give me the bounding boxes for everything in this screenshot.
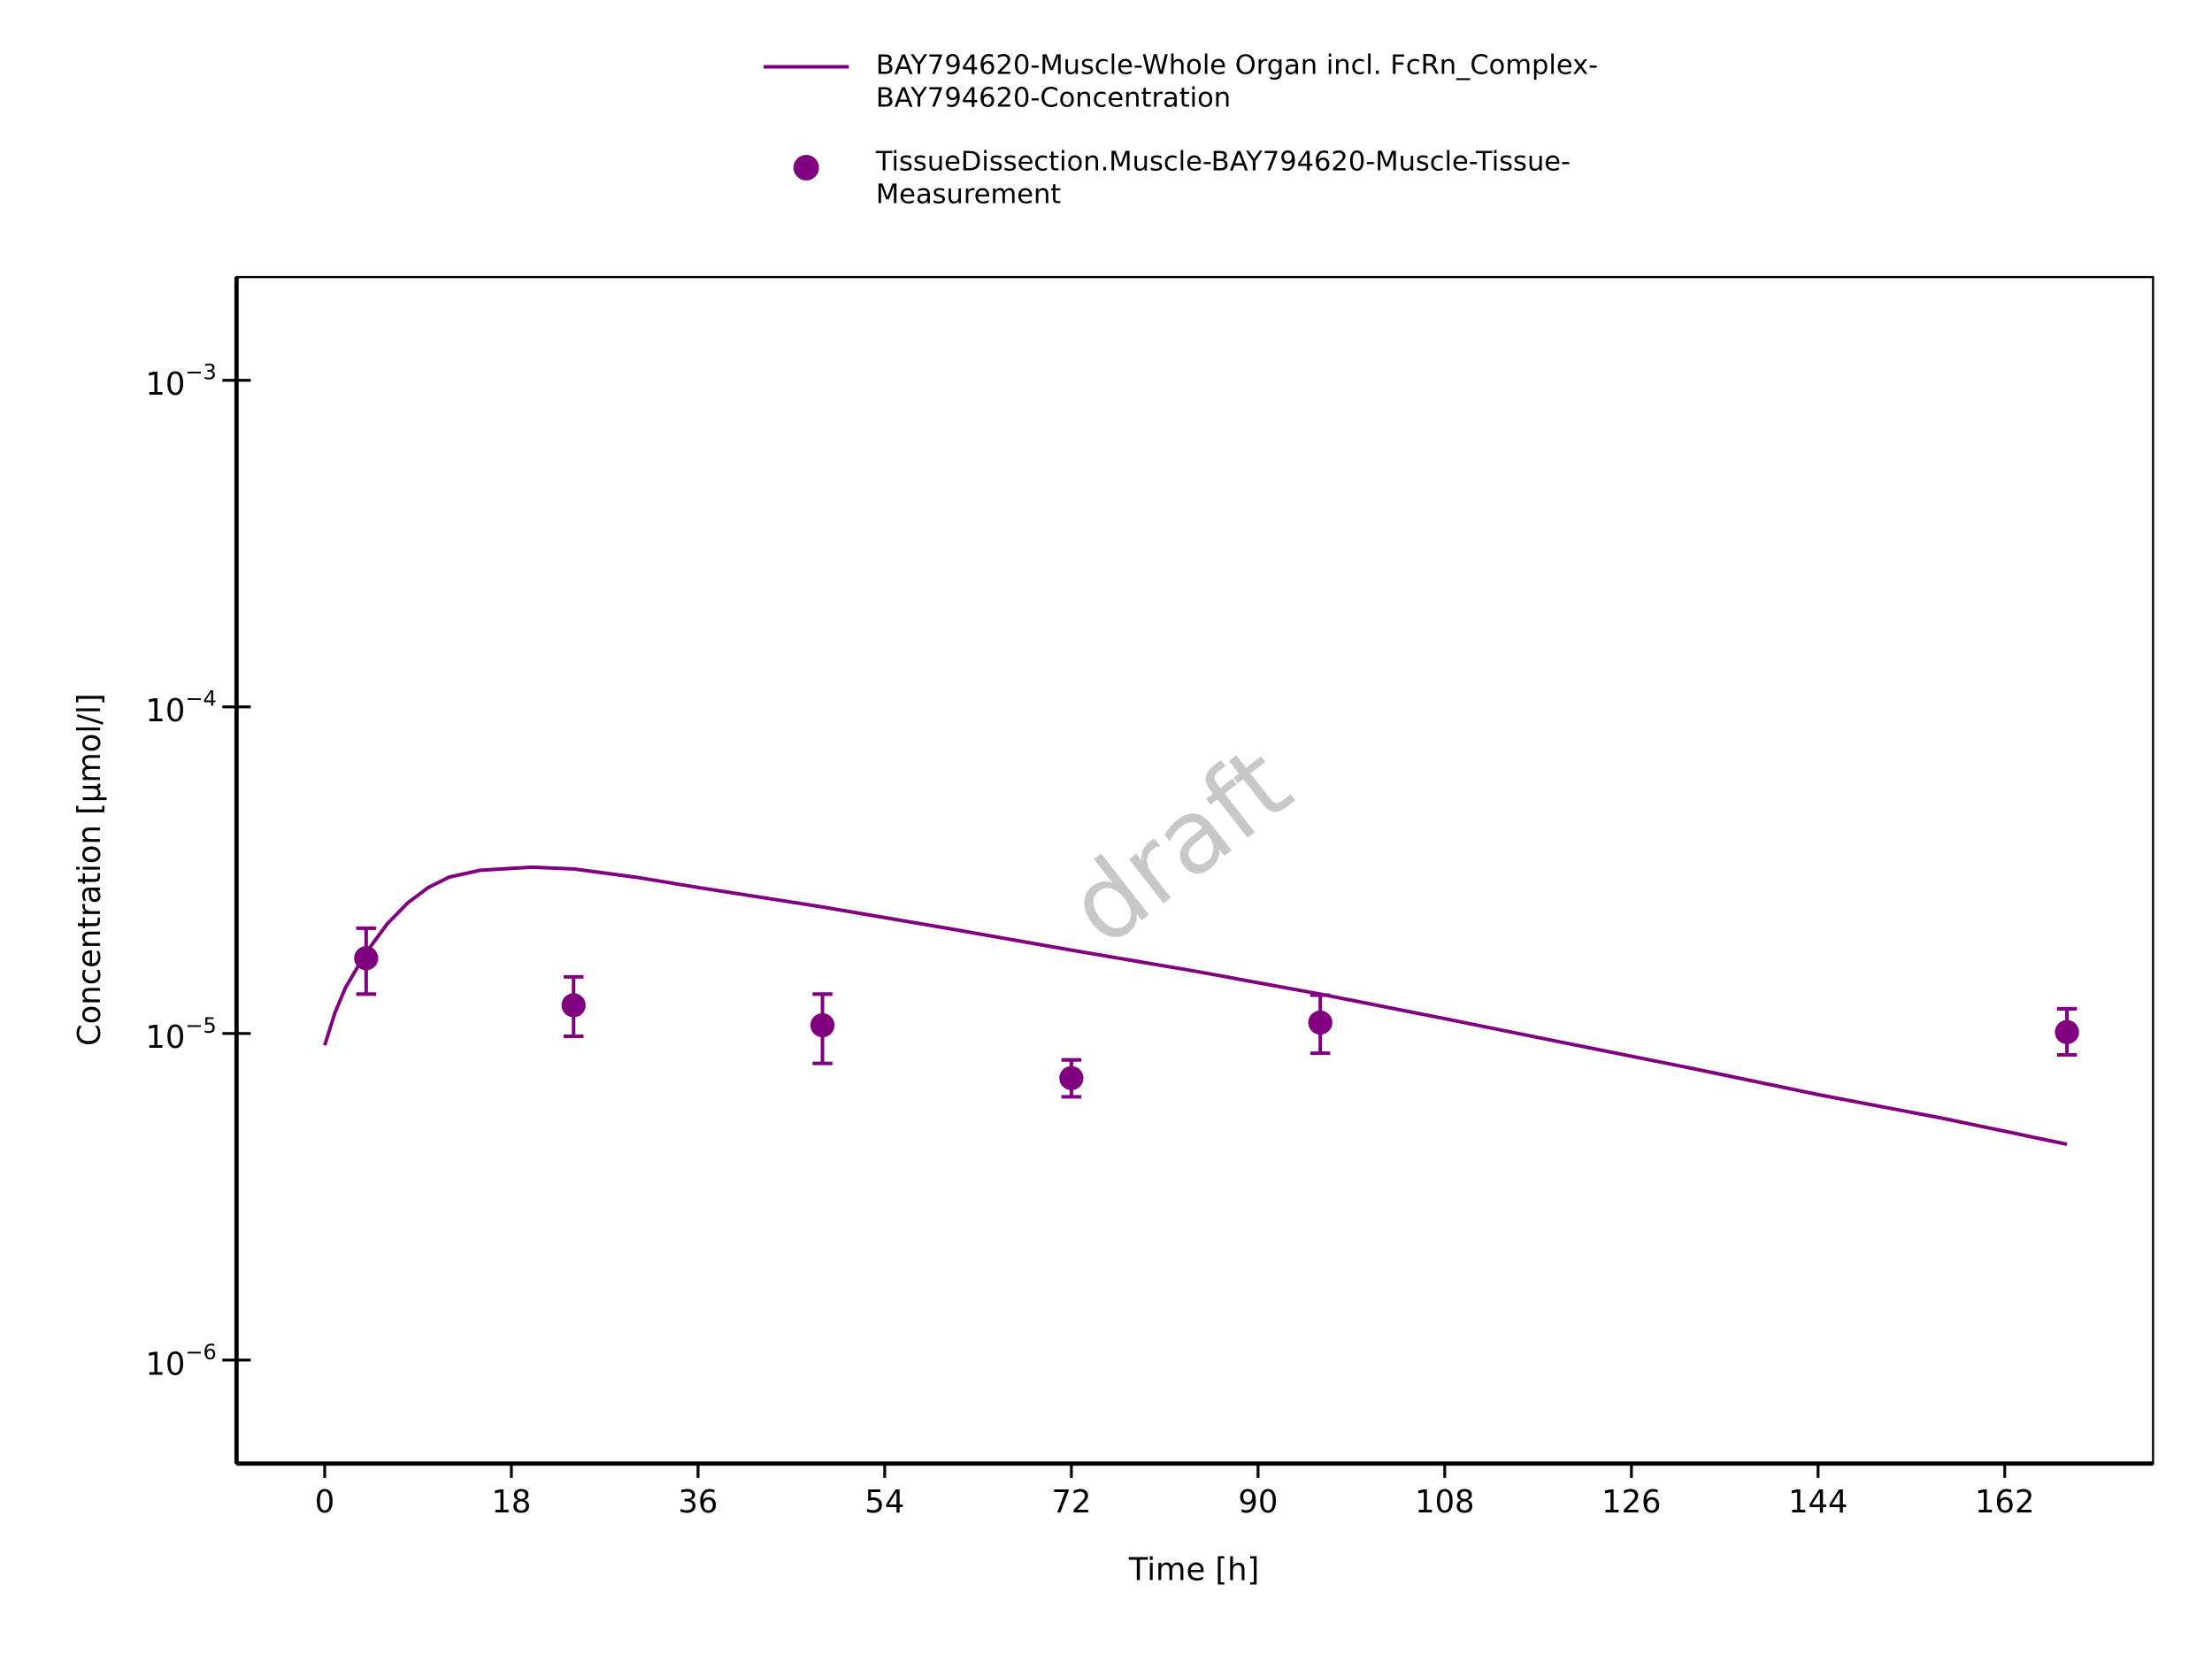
x-tick-label: 0	[315, 1484, 334, 1520]
line-series	[323, 865, 2068, 1146]
data-point	[1059, 1065, 1084, 1090]
y-tick-label: 10−4	[145, 687, 216, 729]
x-tick-label: 162	[1975, 1484, 2034, 1520]
x-tick-label: 54	[864, 1484, 904, 1520]
data-point	[2055, 1019, 2079, 1044]
legend-label: TissueDissection.Muscle-BAY794620-Muscle…	[875, 147, 1571, 211]
y-tick-label: 10−5	[145, 1013, 216, 1056]
data-point	[810, 1012, 835, 1038]
y-tick-label: 10−3	[145, 360, 216, 403]
data-point	[1308, 1010, 1333, 1035]
data-point	[354, 946, 379, 971]
x-axis-title: Time [h]	[1128, 1552, 1260, 1589]
x-tick-label: 126	[1601, 1484, 1661, 1520]
x-tick-label: 36	[678, 1484, 718, 1520]
legend-label: BAY794620-Muscle-Whole Organ incl. FcRn_…	[876, 50, 1598, 113]
x-tick-label: 72	[1051, 1484, 1091, 1520]
legend-marker	[793, 155, 819, 181]
y-axis-title: Concentration [µmol/l]	[72, 693, 108, 1046]
x-tick-label: 90	[1238, 1484, 1278, 1520]
data-point	[561, 993, 586, 1018]
x-tick-label: 108	[1415, 1484, 1474, 1520]
x-tick-label: 18	[491, 1484, 531, 1520]
watermark: draft	[1048, 725, 1313, 968]
y-tick-label: 10−6	[145, 1340, 216, 1382]
x-tick-label: 144	[1788, 1484, 1847, 1520]
